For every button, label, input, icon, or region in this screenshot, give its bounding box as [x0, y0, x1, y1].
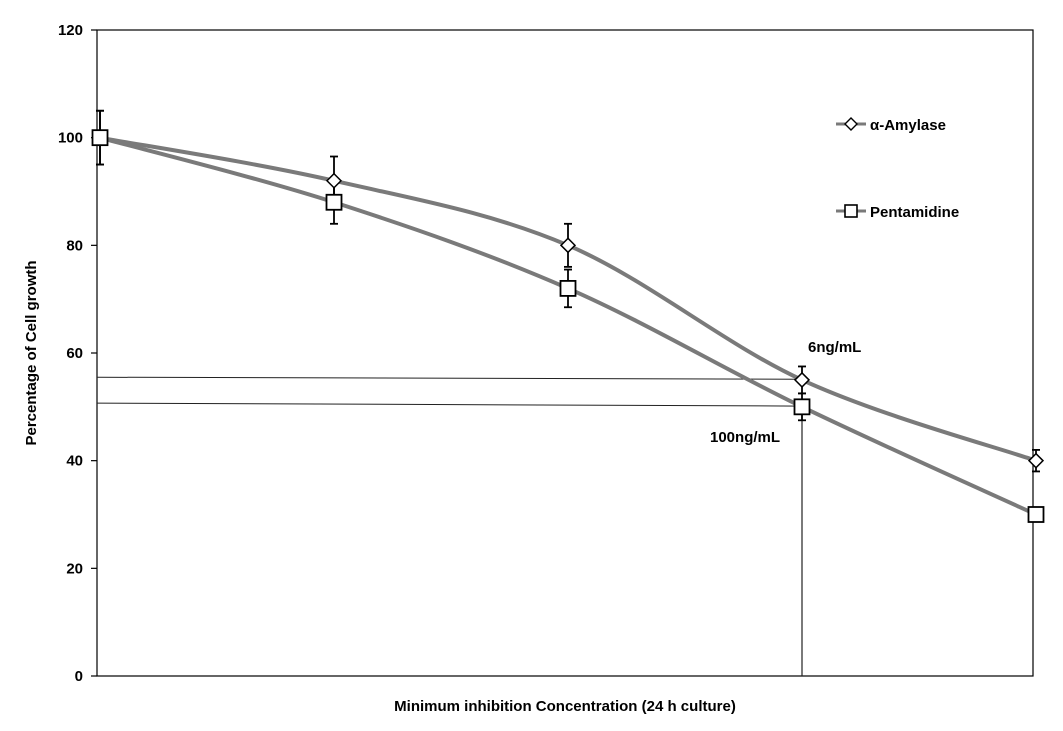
- data-point-square: [559, 279, 577, 297]
- data-point-diamond: [793, 371, 811, 388]
- y-axis-ticks: 0 20 40 60 80 100 120: [58, 22, 97, 685]
- legend-label-pentamidine: Pentamidine: [870, 204, 959, 221]
- data-point-square: [91, 129, 109, 147]
- reference-hline: [96, 376, 803, 380]
- legend: α-Amylase Pentamidine: [836, 117, 959, 221]
- legend-label-amylase: α-Amylase: [870, 117, 946, 134]
- annotation-6ng: 6ng/mL: [808, 339, 861, 356]
- x-axis-label: Minimum inhibition Concentration (24 h c…: [394, 698, 736, 715]
- y-tick-label: 20: [66, 560, 83, 577]
- legend-diamond-marker: [844, 117, 858, 131]
- markers-layer: [91, 129, 1045, 523]
- data-point-square: [325, 193, 343, 211]
- series-line-pentamidine: [98, 135, 1038, 517]
- y-tick-label: 60: [66, 345, 83, 362]
- y-tick-label: 100: [58, 130, 83, 147]
- data-point-square: [793, 398, 811, 416]
- series-layer: [98, 135, 1038, 517]
- reference-hline: [96, 402, 803, 407]
- y-axis-label: Percentage of Cell growth: [23, 260, 40, 445]
- y-tick-label: 40: [66, 453, 83, 470]
- data-point-diamond: [325, 172, 343, 189]
- y-tick-label: 120: [58, 22, 83, 39]
- y-tick-label: 0: [75, 668, 83, 685]
- legend-square-marker: [844, 204, 858, 218]
- data-point-diamond: [559, 237, 577, 254]
- annotation-100ng: 100ng/mL: [710, 429, 780, 446]
- data-point-diamond: [1027, 452, 1045, 469]
- y-tick-label: 80: [66, 237, 83, 254]
- data-point-square: [1027, 506, 1045, 523]
- reference-lines: [96, 376, 803, 676]
